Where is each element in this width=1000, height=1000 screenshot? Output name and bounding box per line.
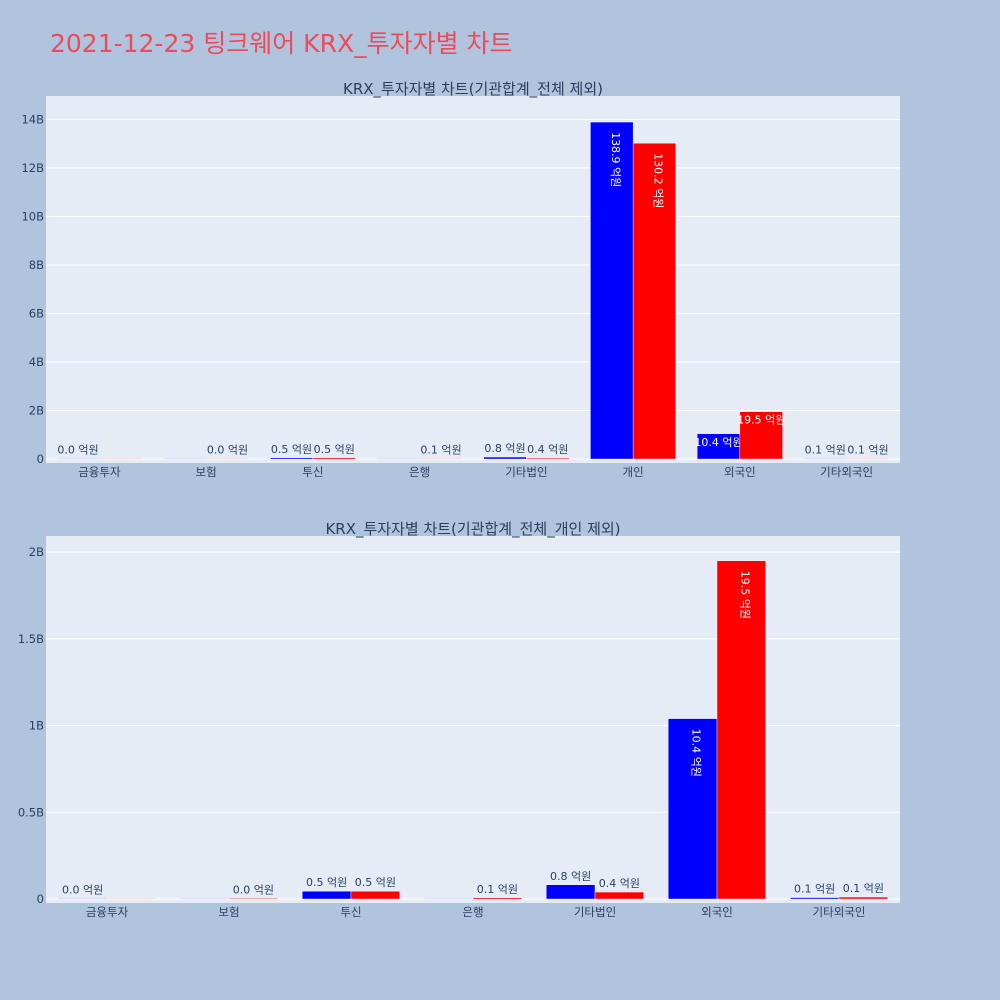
x-tick-label: 개인 (623, 465, 644, 479)
bar (483, 456, 527, 460)
bar (419, 458, 463, 460)
data-label: 19.5 억원 (738, 571, 751, 619)
chart-1: KRX_투자자별 차트(기관합계_전체 제외) 0 2B 4B 6B 8B 10B 12B 14… (21, 80, 900, 479)
x-tick-label: 기타외국인 (813, 905, 866, 919)
data-label: 0.8 억원 (484, 442, 525, 455)
data-label: 0.4 억원 (599, 877, 640, 890)
y-tick-label: 8B (29, 258, 44, 272)
bar (228, 898, 278, 900)
chart-title: KRX_투자자별 차트(기관합계_전체_개인 제외) (325, 520, 620, 539)
y-tick-label: 14B (21, 112, 44, 126)
bar (376, 458, 420, 460)
bar (590, 121, 634, 460)
y-tick-label: 1.5B (18, 632, 44, 646)
data-label: 0.5 억원 (314, 443, 355, 456)
x-tick-label: 투신 (302, 465, 323, 479)
bar (846, 458, 890, 460)
data-label: 130.2 억원 (651, 153, 664, 208)
bar (99, 458, 143, 460)
data-label: 138.9 억원 (609, 132, 622, 187)
x-tick-label: 보험 (196, 465, 217, 479)
x-tick-label: 금융투자 (78, 465, 121, 479)
data-label: 0.5 억원 (271, 443, 312, 456)
y-tick-label: 0.5B (18, 805, 44, 819)
bar (106, 898, 156, 900)
x-tick-label: 기타법인 (574, 905, 616, 919)
data-label: 0.0 억원 (57, 444, 98, 457)
x-tick-label: 기타법인 (505, 465, 547, 479)
y-tick-label: 2B (29, 545, 44, 559)
y-tick-label: 2B (29, 403, 44, 417)
y-tick-label: 0 (37, 892, 44, 906)
bar (269, 457, 314, 460)
bar (668, 718, 718, 900)
x-tick-label: 은행 (462, 905, 483, 919)
y-tick-label: 12B (21, 161, 44, 175)
data-label: 0.8 억원 (550, 870, 591, 883)
bar (472, 897, 522, 900)
page-title: 2021-12-23 팅크웨어 KRX_투자자별 차트 (50, 29, 513, 58)
data-label: 0.0 억원 (207, 444, 248, 457)
y-tick-label: 10B (21, 209, 44, 223)
bar (526, 457, 570, 460)
bar (803, 458, 847, 460)
bar (56, 458, 100, 460)
bar (302, 890, 352, 900)
x-tick-label: 투신 (340, 905, 361, 919)
data-label: 0.1 억원 (794, 883, 835, 896)
bar (696, 433, 741, 460)
data-label: 10.4 억원 (694, 436, 742, 449)
data-label: 0.1 억원 (477, 883, 518, 896)
bar (716, 560, 766, 900)
x-tick-label: 은행 (409, 465, 430, 479)
bar (546, 884, 596, 900)
bar (58, 898, 108, 900)
chart-title: KRX_투자자별 차트(기관합계_전체 제외) (343, 80, 603, 99)
bar (163, 458, 207, 460)
bar (179, 898, 230, 900)
bar (739, 411, 783, 460)
y-tick-label: 6B (29, 306, 44, 320)
data-label: 0.1 억원 (847, 444, 888, 457)
data-label: 0.0 억원 (62, 883, 103, 896)
y-tick-label: 4B (29, 355, 44, 369)
data-label: 0.5 억원 (306, 876, 347, 889)
x-tick-label: 외국인 (724, 465, 756, 479)
data-label: 19.5 억원 (737, 414, 785, 427)
x-tick-label: 금융투자 (86, 905, 129, 919)
bar (350, 890, 400, 900)
bar (838, 896, 888, 900)
x-tick-label: 기타외국인 (820, 465, 873, 479)
chart-2: KRX_투자자별 차트(기관합계_전체_개인 제외) 0 0.5B 1B 1.5B 2B 금… (18, 520, 900, 919)
y-tick-label: 1B (29, 719, 44, 733)
bar (632, 142, 677, 460)
bar (205, 458, 250, 460)
data-label: 0.0 억원 (233, 883, 274, 896)
y-tick-label: 0 (37, 452, 44, 466)
bar (424, 898, 474, 900)
plot-area (46, 536, 900, 903)
bar (594, 891, 644, 900)
data-label: 10.4 억원 (690, 729, 703, 777)
x-tick-label: 보험 (218, 905, 239, 919)
x-tick-label: 외국인 (701, 905, 733, 919)
data-label: 0.1 억원 (805, 444, 846, 457)
data-label: 0.1 억원 (843, 882, 884, 895)
plot-area (46, 96, 900, 463)
data-label: 0.5 억원 (355, 876, 396, 889)
bar (790, 897, 840, 900)
bar (312, 457, 356, 460)
data-label: 0.4 억원 (527, 443, 568, 456)
data-label: 0.1 억원 (420, 444, 461, 457)
